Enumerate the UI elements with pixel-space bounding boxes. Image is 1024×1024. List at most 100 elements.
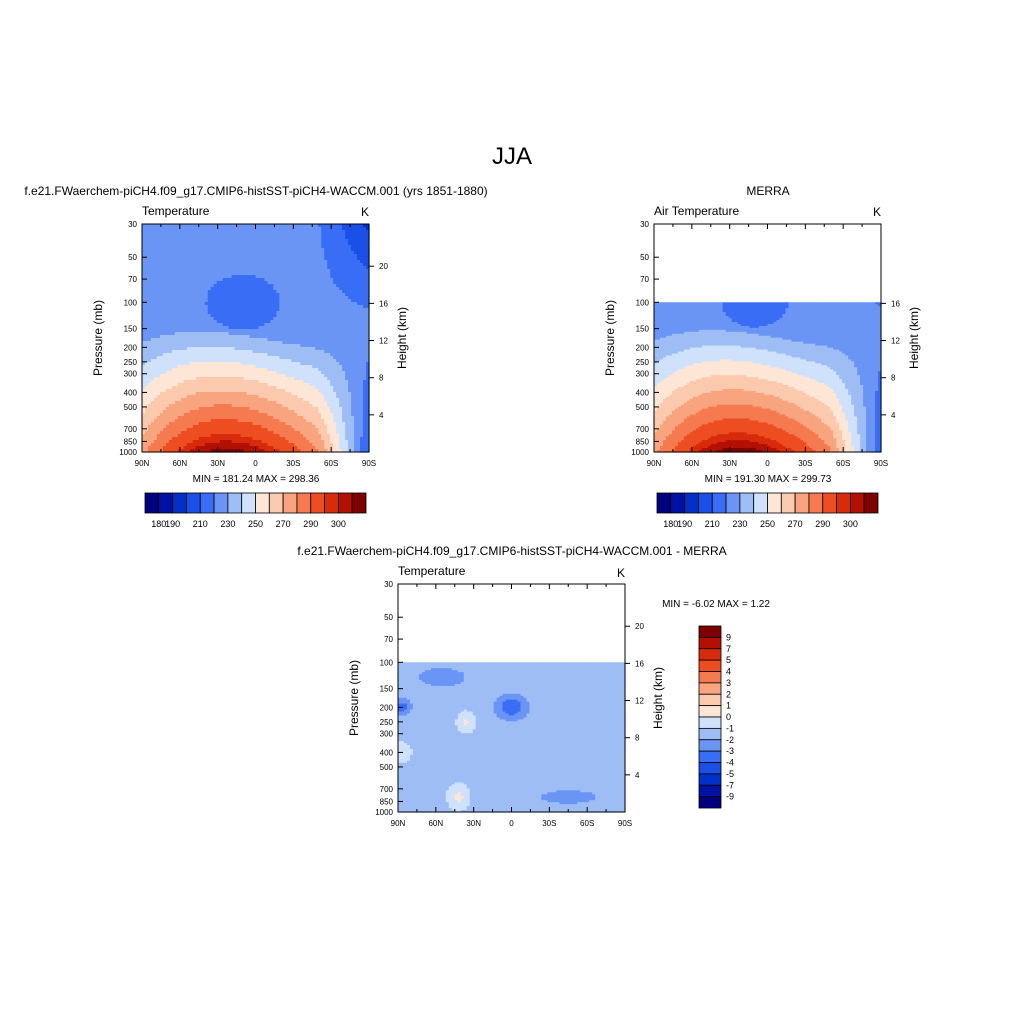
- model-cell: [222, 275, 227, 279]
- model-cell: [288, 281, 292, 285]
- model-cell: [315, 320, 319, 324]
- model-cell: [180, 281, 185, 285]
- model-cell: [297, 260, 301, 264]
- model-cell: [252, 326, 257, 330]
- model-cell: [219, 269, 224, 273]
- model-cell: [177, 302, 182, 306]
- model-cell: [273, 278, 278, 282]
- model-cell: [333, 311, 337, 315]
- model-cell: [309, 251, 313, 255]
- model-cell: [270, 248, 275, 252]
- model-cell: [288, 275, 292, 279]
- model-cell: [189, 326, 194, 330]
- model-cell: [339, 314, 343, 318]
- model-cell: [258, 326, 263, 330]
- model-cell: [189, 299, 194, 303]
- model-cell: [198, 227, 203, 231]
- model-cell: [363, 260, 367, 264]
- model-cell: [282, 239, 286, 243]
- model-cell: [159, 317, 164, 321]
- model-cell: [228, 251, 233, 255]
- model-cell: [318, 296, 322, 300]
- model-cell: [255, 293, 260, 297]
- model-cell: [189, 308, 194, 312]
- model-cell: [142, 254, 146, 258]
- model-cell: [153, 272, 158, 276]
- model-cell: [255, 329, 260, 333]
- model-cell: [360, 266, 364, 270]
- model-cell: [228, 278, 233, 282]
- model-cell: [324, 275, 328, 279]
- model-cell: [180, 224, 185, 228]
- model-cell: [297, 284, 301, 288]
- model-cell: [180, 317, 185, 321]
- model-cell: [156, 242, 161, 246]
- model-cell: [174, 299, 179, 303]
- model-cell: [318, 272, 322, 276]
- model-cell: [330, 329, 334, 333]
- model-cell: [240, 287, 245, 291]
- model-cell: [144, 242, 149, 246]
- model-cell: [309, 284, 313, 288]
- model-cell: [142, 233, 146, 237]
- model-cell: [339, 233, 343, 237]
- model-cell: [339, 284, 343, 288]
- model-cell: [348, 263, 352, 267]
- model-cell: [144, 257, 149, 261]
- model-cell: [291, 317, 295, 321]
- model-cell: [354, 293, 358, 297]
- model-cell: [270, 323, 275, 327]
- model-cell: [282, 269, 286, 273]
- model-cell: [366, 263, 370, 267]
- model-cell: [297, 290, 301, 294]
- model-cell: [150, 266, 155, 270]
- model-cell: [273, 320, 278, 324]
- model-cell: [363, 308, 367, 312]
- model-cell: [228, 284, 233, 288]
- model-cell: [189, 281, 194, 285]
- model-cell: [201, 305, 206, 309]
- model-cell: [195, 317, 200, 321]
- model-cell: [261, 251, 266, 255]
- model-cell: [231, 335, 236, 339]
- model-cell: [228, 290, 233, 294]
- model-cell: [294, 257, 298, 261]
- model-cell: [150, 251, 155, 255]
- model-cell: [156, 308, 161, 312]
- model-cell: [300, 251, 304, 255]
- model-cell: [171, 290, 176, 294]
- model-cell: [222, 266, 227, 270]
- model-cell: [306, 224, 310, 228]
- model-cell: [285, 239, 289, 243]
- model-cell: [222, 323, 227, 327]
- model-cell: [276, 254, 280, 258]
- model-cell: [282, 326, 286, 330]
- model-cell: [294, 275, 298, 279]
- model-cell: [258, 263, 263, 267]
- model-cell: [162, 317, 167, 321]
- model-cell: [213, 248, 218, 252]
- model-cell: [276, 260, 280, 264]
- model-cell: [354, 245, 358, 249]
- model-cell: [222, 257, 227, 261]
- model-cell: [294, 233, 298, 237]
- model-cell: [216, 326, 221, 330]
- model-cell: [156, 281, 161, 285]
- model-cell: [147, 272, 152, 276]
- model-cell: [315, 323, 319, 327]
- model-cell: [327, 332, 331, 336]
- model-cell: [339, 293, 343, 297]
- model-cell: [180, 308, 185, 312]
- model-cell: [279, 293, 283, 297]
- model-cell: [150, 230, 155, 234]
- model-cell: [285, 227, 289, 231]
- model-cell: [333, 233, 337, 237]
- model-cell: [354, 254, 358, 258]
- model-cell: [321, 329, 325, 333]
- model-cell: [222, 305, 227, 309]
- model-cell: [246, 284, 251, 288]
- model-cell: [168, 248, 173, 252]
- model-cell: [204, 290, 209, 294]
- model-cell: [243, 230, 248, 234]
- model-cell: [354, 251, 358, 255]
